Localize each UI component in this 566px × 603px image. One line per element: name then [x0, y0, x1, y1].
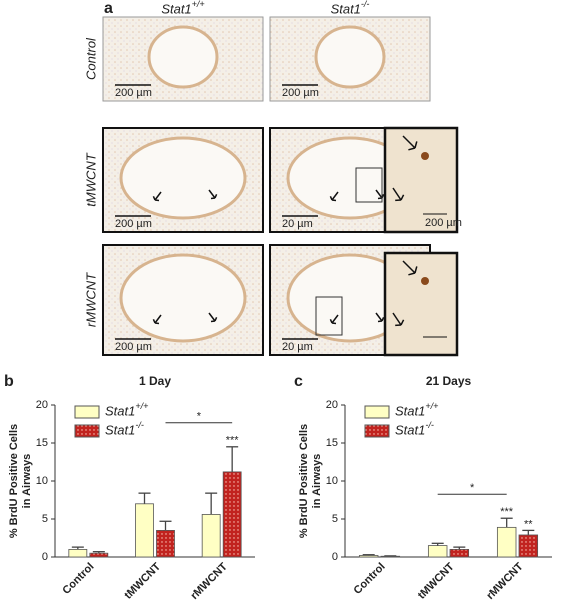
y-axis-label: in Airways [311, 454, 323, 509]
micrograph-panel: a Stat1+/+ Stat1-/- Control 200 µm 200 µm tMWC… [83, 0, 462, 357]
legend-label: Stat1-/- [395, 420, 434, 437]
y-tick-label: 0 [42, 551, 48, 563]
scale-label: 200 µm [115, 341, 152, 353]
x-tick-label: rMWCNT [189, 560, 231, 602]
y-tick-label: 15 [326, 437, 338, 449]
arrow [329, 314, 339, 325]
arrow [152, 314, 162, 325]
row-label: Control [83, 37, 98, 80]
legend-swatch [74, 405, 100, 419]
scale-label: 20 µm [282, 341, 313, 353]
arrow [392, 312, 405, 327]
y-tick-label: 10 [36, 475, 48, 487]
scale-label: 200 µm [115, 87, 152, 99]
nucleus [421, 277, 429, 285]
legend-label: Stat1+/+ [395, 401, 438, 418]
x-tick-label: tMWCNT [416, 561, 457, 602]
chart-title: 1 Day [139, 374, 171, 388]
y-axis-label: in Airways [21, 454, 33, 509]
bar [496, 526, 517, 558]
arrow [152, 191, 162, 202]
legend-label: Stat1+/+ [105, 401, 148, 418]
bar [518, 534, 539, 558]
bar [358, 555, 379, 558]
bar [449, 549, 470, 558]
x-tick-label: tMWCNT [122, 561, 163, 602]
bar [156, 530, 175, 558]
arrow [402, 260, 418, 276]
airway [147, 25, 219, 89]
arrow [208, 312, 218, 323]
significance-label: ** [524, 518, 533, 530]
x-tick-label: Control [60, 561, 96, 597]
y-tick-label: 20 [36, 399, 48, 411]
arrow [392, 187, 405, 202]
panel-label: a [104, 0, 113, 17]
arrow [329, 191, 339, 202]
column-header: Stat1-/- [331, 0, 370, 16]
bar [89, 552, 109, 558]
bar [68, 549, 88, 558]
y-tick-label: 0 [332, 551, 338, 563]
legend-label: Stat1-/- [105, 420, 144, 437]
arrow [402, 135, 418, 151]
x-tick-label: rMWCNT [484, 560, 526, 602]
legend-swatch [74, 424, 100, 438]
significance-label: *** [226, 435, 240, 447]
significance-label: * [470, 482, 475, 494]
zoom-box [355, 167, 383, 203]
scale-label: 200 µm [425, 217, 462, 229]
bar [135, 503, 154, 558]
y-tick-label: 20 [326, 399, 338, 411]
airway [314, 25, 386, 89]
zoom-box [315, 296, 343, 336]
bar [201, 514, 221, 558]
inset [383, 251, 459, 357]
bar [427, 545, 448, 558]
scale-label: 200 µm [115, 218, 152, 230]
airway [119, 253, 247, 343]
y-tick-label: 15 [36, 437, 48, 449]
panel-label: c [294, 373, 303, 390]
chart-title: 21 Days [426, 374, 472, 388]
y-axis-label: % BrdU Positive Cells [8, 424, 20, 538]
nucleus [421, 152, 429, 160]
y-axis-label: % BrdU Positive Cells [298, 424, 310, 538]
column-header: Stat1+/+ [161, 0, 204, 16]
row-label: rMWCNT [83, 272, 98, 327]
legend-swatch [364, 424, 390, 438]
arrow [375, 312, 385, 323]
significance-label: *** [500, 506, 514, 518]
panel-label: b [4, 373, 14, 390]
y-tick-label: 5 [42, 513, 48, 525]
significance-label: * [197, 411, 202, 423]
row-label: tMWCNT [83, 152, 98, 206]
inset [383, 126, 459, 234]
y-tick-label: 10 [326, 475, 338, 487]
y-tick-label: 5 [332, 513, 338, 525]
x-tick-label: Control [352, 561, 388, 597]
airway [119, 136, 247, 220]
scale-label: 20 µm [282, 218, 313, 230]
arrow [208, 189, 218, 200]
bar [222, 471, 242, 558]
scale-label: 200 µm [282, 87, 319, 99]
legend-swatch [364, 405, 390, 419]
bar [380, 555, 401, 558]
